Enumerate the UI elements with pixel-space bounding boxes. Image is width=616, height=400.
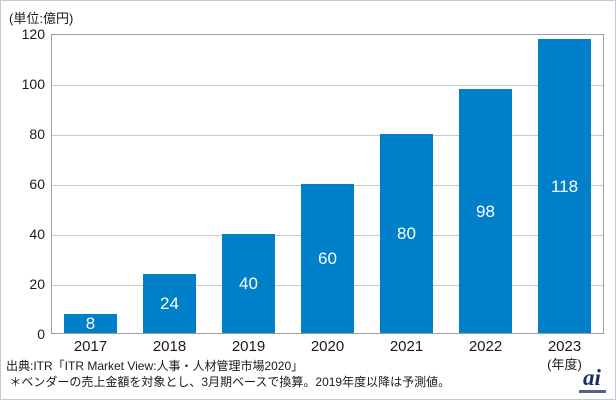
bar-2020: 60 (301, 184, 354, 333)
x-tick-label-2018: 2018 (152, 338, 187, 355)
gridline-y-100 (52, 85, 603, 86)
y-tick-label-0: 0 (37, 326, 45, 342)
bar-2019: 40 (222, 234, 275, 333)
y-axis-unit-label: (単位:億円) (9, 11, 74, 26)
bar-value-label-2021: 80 (397, 224, 416, 243)
logo-text: ai (583, 365, 601, 390)
x-tick-label-2022: 2022 (468, 338, 503, 355)
bar-2023: 118 (538, 39, 591, 333)
gridline-y-80 (52, 135, 603, 136)
y-tick-label-80: 80 (29, 126, 45, 142)
y-tick-label-40: 40 (29, 226, 45, 242)
x-tick-label-2019: 2019 (231, 338, 266, 355)
y-tick-label-60: 60 (29, 176, 45, 192)
logo-tagline-strip (578, 390, 606, 393)
bar-value-label-2022: 98 (476, 201, 495, 221)
y-tick-label-120: 120 (21, 26, 45, 42)
bar-2018: 24 (143, 274, 196, 333)
x-tick-label-2020: 2020 (310, 338, 345, 355)
bar-value-label-2019: 40 (239, 274, 258, 293)
bar-value-label-2020: 60 (318, 249, 337, 268)
x-tick-label-2021: 2021 (389, 338, 424, 355)
x-axis-unit-label: (年度) (547, 357, 582, 372)
bar-2022: 98 (459, 89, 512, 333)
x-tick-label-2023: 2023 (547, 338, 582, 355)
asahi-interactive-logo: ai (575, 365, 609, 393)
bar-value-label-2018: 24 (160, 294, 179, 313)
bar-value-label-2017: 8 (85, 314, 96, 333)
source-line-1: 出典:ITR「ITR Market View:人事・人材管理市場2020」 (6, 359, 304, 373)
bar-2021: 80 (380, 134, 433, 333)
y-tick-label-100: 100 (21, 76, 45, 92)
source-line-2: ＊ベンダーの売上金額を対象とし、3月期ベースで換算。2019年度以降は予測値。 (6, 375, 451, 389)
bar-value-label-2023: 118 (550, 176, 579, 196)
source-note: 出典:ITR「ITR Market View:人事・人材管理市場2020」 ＊ベ… (6, 358, 450, 390)
x-tick-label-2017: 2017 (73, 338, 108, 355)
y-tick-label-20: 20 (29, 276, 45, 292)
bar-2017: 8 (64, 314, 117, 333)
